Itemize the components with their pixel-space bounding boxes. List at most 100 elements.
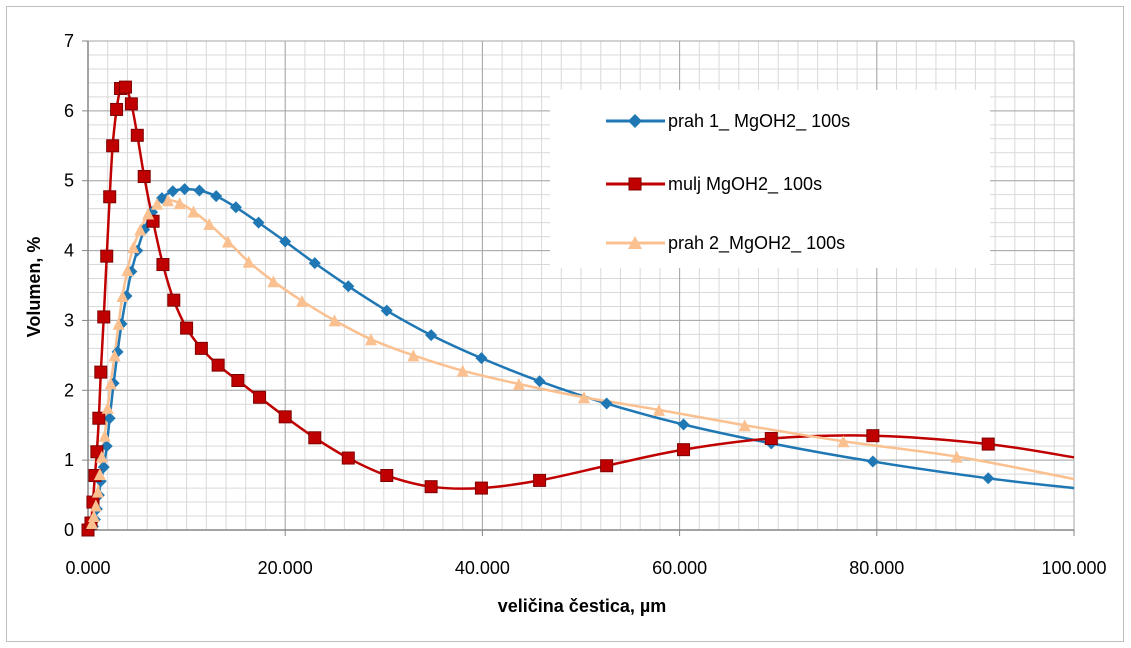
x-tick-label: 20.000: [258, 558, 313, 578]
data-point-triangle: [142, 207, 155, 220]
y-tick-label: 1: [64, 450, 74, 470]
data-point-square: [118, 80, 132, 94]
data-point-diamond: [103, 412, 116, 425]
data-point-square: [424, 480, 438, 494]
data-point-diamond: [210, 190, 223, 203]
legend-item-mulj: mulj MgOH2_ 100s: [606, 174, 822, 195]
data-point-triangle: [950, 450, 963, 463]
legend: prah 1_ MgOH2_ 100s mulj MgOH2_ 100s pra…: [550, 90, 990, 268]
data-point-diamond: [252, 216, 265, 229]
data-point-diamond: [600, 397, 613, 410]
data-point-triangle: [116, 289, 129, 302]
data-point-diamond: [166, 185, 179, 198]
legend-item-prah2: prah 2_MgOH2_ 100s: [606, 233, 845, 254]
data-point-triangle: [95, 450, 108, 463]
data-point-square: [110, 102, 124, 116]
data-point-diamond: [475, 352, 488, 365]
data-point-square: [106, 139, 120, 153]
data-point-square: [253, 390, 267, 404]
data-point-square: [600, 459, 614, 473]
data-point-triangle: [456, 364, 469, 377]
data-point-square: [156, 258, 170, 272]
x-tick-labels: 0.000 20.000 40.000 60.000 80.000 100.000: [65, 558, 1106, 578]
legend-label-prah1: prah 1_ MgOH2_ 100s: [668, 111, 850, 132]
data-point-triangle: [121, 264, 134, 277]
data-point-triangle: [101, 401, 114, 414]
data-point-diamond: [279, 235, 292, 248]
data-point-triangle: [738, 419, 751, 432]
data-point-square: [137, 170, 151, 184]
y-tick-label: 2: [64, 380, 74, 400]
data-point-square: [981, 437, 995, 451]
data-point-triangle: [577, 391, 590, 404]
data-point-diamond: [308, 257, 321, 270]
y-tick-labels: 0 1 2 3 4 5 6 7: [64, 31, 74, 540]
data-point-square: [474, 481, 488, 495]
y-tick-label: 4: [64, 241, 74, 261]
legend-item-prah1: prah 1_ MgOH2_ 100s: [606, 111, 850, 132]
data-point-square: [380, 469, 394, 483]
data-point-triangle: [127, 241, 140, 254]
data-point-triangle: [267, 275, 280, 288]
data-point-square: [100, 249, 114, 263]
data-point-square: [533, 473, 547, 487]
x-tick-label: 0.000: [65, 558, 110, 578]
data-point-diamond: [425, 329, 438, 342]
data-point-diamond: [533, 375, 546, 388]
data-point-triangle: [242, 255, 255, 268]
data-point-square: [97, 310, 111, 324]
data-point-triangle: [173, 197, 186, 210]
data-point-diamond: [380, 304, 393, 317]
data-point-triangle: [87, 510, 100, 523]
data-point-triangle: [187, 205, 200, 218]
data-point-triangle: [328, 314, 341, 327]
data-point-triangle: [91, 485, 104, 498]
data-point-triangle: [134, 223, 147, 236]
y-tick-label: 6: [64, 101, 74, 121]
data-point-square: [677, 443, 691, 457]
y-tick-label: 0: [64, 520, 74, 540]
data-point-square: [194, 341, 208, 355]
x-tick-label: 60.000: [652, 558, 707, 578]
data-point-square: [103, 190, 117, 204]
legend-label-mulj: mulj MgOH2_ 100s: [668, 174, 822, 195]
data-point-square: [866, 429, 880, 443]
x-tick-label: 100.000: [1041, 558, 1106, 578]
x-tick-label: 40.000: [455, 558, 510, 578]
data-point-triangle: [108, 349, 121, 362]
data-point-square: [124, 97, 138, 111]
data-point-square: [764, 431, 778, 445]
x-axis-title: veličina čestica, µm: [498, 596, 666, 616]
data-point-triangle: [98, 429, 111, 442]
data-point-diamond: [677, 418, 690, 431]
y-tick-label: 3: [64, 310, 74, 330]
data-point-square: [341, 451, 355, 465]
data-point-square: [130, 128, 144, 142]
data-point-triangle: [93, 468, 106, 481]
data-point-square: [211, 358, 225, 372]
data-point-square: [94, 365, 108, 379]
data-point-triangle: [151, 197, 164, 210]
data-point-diamond: [229, 201, 242, 214]
data-point-triangle: [837, 435, 850, 448]
data-point-diamond: [982, 472, 995, 485]
data-point-triangle: [161, 194, 174, 207]
y-tick-label: 7: [64, 31, 74, 51]
legend-label-prah2: prah 2_MgOH2_ 100s: [668, 233, 845, 254]
data-point-triangle: [85, 517, 98, 530]
data-point-square: [180, 321, 194, 335]
data-point-diamond: [100, 440, 113, 453]
legend-marker-triangle: [628, 236, 642, 249]
data-point-square: [92, 411, 106, 425]
data-point-diamond: [342, 280, 355, 293]
data-point-square: [167, 293, 181, 307]
data-point-triangle: [407, 349, 420, 362]
data-point-triangle: [652, 403, 665, 416]
series-markers: [81, 80, 995, 537]
data-point-triangle: [222, 235, 235, 248]
data-point-square: [308, 431, 322, 445]
x-tick-label: 80.000: [849, 558, 904, 578]
data-point-diamond: [178, 183, 191, 196]
data-point-triangle: [295, 294, 308, 307]
